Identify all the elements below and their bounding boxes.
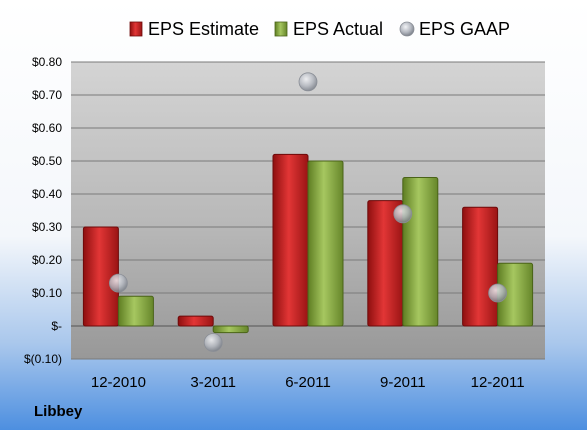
y-tick-label: $0.30 (32, 220, 62, 234)
eps-estimate-bar (462, 206, 499, 327)
eps-estimate-bar (177, 315, 214, 327)
eps-gaap-point (488, 283, 508, 303)
legend: EPS Estimate EPS Actual EPS GAAP (129, 19, 510, 39)
bars (82, 153, 534, 334)
x-category-label: 3-2011 (190, 374, 236, 391)
x-category-label: 12-2010 (91, 374, 146, 391)
eps-gaap-point (298, 72, 318, 92)
legend-swatch (274, 21, 288, 37)
legend-label: EPS Estimate (148, 19, 259, 39)
y-tick-label: $0.70 (32, 88, 62, 102)
eps-gaap-point (109, 273, 128, 293)
eps-estimate-bar (272, 153, 309, 327)
legend-swatch (129, 21, 143, 37)
y-tick-label: $0.80 (32, 55, 62, 69)
eps-gaap-point (203, 333, 223, 352)
y-tick-label: $0.50 (32, 154, 62, 168)
y-tick-label: $0.40 (32, 187, 62, 201)
x-category-label: 6-2011 (285, 374, 331, 391)
legend-label: EPS GAAP (419, 19, 510, 39)
x-axis-labels: 12-2010 3-2011 6-2011 9-2011 12-2011 (91, 374, 525, 391)
company-label: Libbey (34, 403, 83, 420)
y-tick-label: $0.10 (32, 286, 62, 300)
eps-gaap-point (393, 204, 413, 224)
gaap-points (109, 72, 508, 352)
y-axis-ticks: $0.80 $0.70 $0.60 $0.50 $0.40 $0.30 $0.20 $0.10… (24, 55, 62, 366)
x-category-label: 12-2011 (471, 374, 525, 391)
eps-actual-bar (307, 160, 344, 327)
y-tick-label: $0.60 (32, 121, 62, 135)
eps-actual-bar (212, 325, 249, 334)
legend-swatch (399, 21, 415, 37)
legend-label: EPS Actual (293, 19, 383, 39)
y-tick-label: $0.20 (32, 253, 62, 267)
eps-actual-bar (402, 177, 439, 327)
y-tick-label: $(0.10) (24, 352, 62, 366)
y-tick-label: $- (51, 319, 62, 333)
x-category-label: 9-2011 (380, 374, 426, 391)
eps-actual-bar (117, 295, 154, 327)
